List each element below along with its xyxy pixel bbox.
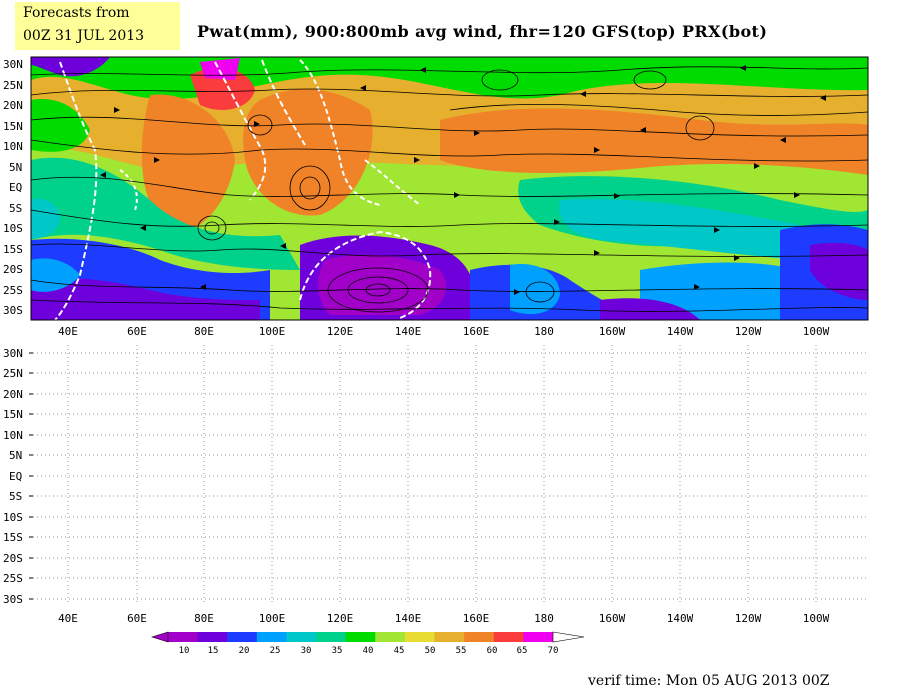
lat-label: 30N	[3, 58, 23, 71]
lat-ticks	[29, 352, 33, 600]
colorbar-swatch	[404, 632, 435, 642]
colorbar-swatch	[168, 632, 199, 642]
lon-label: 140W	[667, 612, 694, 625]
lon-label: 40E	[58, 325, 78, 338]
bottom-latitude-labels: 30N 25N 20N 15N 10N 5N EQ 5S 10S 15S 20S…	[3, 347, 23, 606]
lat-label: 30S	[3, 593, 23, 606]
colorbar-tick: 35	[332, 646, 343, 656]
colorbar-swatch	[523, 632, 554, 642]
colorbar-tick: 60	[487, 646, 498, 656]
colorbar-swatch	[464, 632, 495, 642]
colorbar-tick: 15	[208, 646, 219, 656]
colorbar-tick: 45	[394, 646, 405, 656]
lat-label: 10N	[3, 429, 23, 442]
forecast-info-box: Forecasts from 00Z 31 JUL 2013	[15, 2, 180, 50]
forecast-line-1: Forecasts from	[23, 5, 130, 21]
lat-label: 20S	[3, 552, 23, 565]
lat-label: EQ	[9, 470, 22, 483]
colorbar-min-arrow	[150, 631, 169, 643]
colorbar-swatch	[375, 632, 406, 642]
colorbar-tick: 70	[548, 646, 559, 656]
lat-label: 30S	[3, 304, 23, 317]
colorbar-tick: 30	[301, 646, 312, 656]
lat-label: 20N	[3, 388, 23, 401]
lon-label: 140E	[395, 612, 422, 625]
lon-label: 120W	[735, 612, 762, 625]
lat-label: 5N	[9, 161, 22, 174]
lat-label: 10S	[3, 222, 23, 235]
colorbar-tick: 65	[517, 646, 528, 656]
lon-label: 100E	[259, 325, 286, 338]
forecast-line-2: 00Z 31 JUL 2013	[23, 28, 145, 44]
colorbar-swatch	[434, 632, 465, 642]
lat-label: 5S	[9, 202, 22, 215]
lon-label: 160E	[463, 325, 490, 338]
lat-label: 20S	[3, 263, 23, 276]
colorbar-tick: 55	[456, 646, 467, 656]
lat-label: 10N	[3, 140, 23, 153]
map-title: Pwat(mm), 900:800mb avg wind, fhr=120 GF…	[197, 22, 768, 41]
lon-label: 160W	[599, 325, 626, 338]
lon-label: 120E	[327, 325, 354, 338]
colorbar: 10 15 20 25 30 35 40 45 50 55 60 65 70	[150, 631, 585, 656]
lon-label: 180	[534, 325, 554, 338]
lon-label: 180	[534, 612, 554, 625]
streamline-arrows	[100, 65, 826, 295]
lat-label: 15S	[3, 531, 23, 544]
gfs-pwat-panel	[31, 57, 868, 320]
colorbar-swatch	[316, 632, 347, 642]
colorbar-tick-labels: 10 15 20 25 30 35 40 45 50 55 60 65 70	[179, 646, 559, 656]
lon-label: 120E	[327, 612, 354, 625]
lat-label: 25N	[3, 79, 23, 92]
colorbar-swatch	[256, 632, 287, 642]
colorbar-swatch	[197, 632, 228, 642]
colorbar-max-arrow	[552, 631, 585, 643]
lon-label: 80E	[194, 325, 214, 338]
lat-label: 5N	[9, 449, 22, 462]
colorbar-tick: 10	[179, 646, 190, 656]
lon-label: 100W	[803, 325, 830, 338]
lat-label: 15S	[3, 243, 23, 256]
verification-time: verif time: Mon 05 AUG 2013 00Z	[588, 673, 830, 689]
lat-label: 5S	[9, 490, 22, 503]
grid-lines	[33, 345, 868, 605]
lon-label: 120W	[735, 325, 762, 338]
lon-label: 100W	[803, 612, 830, 625]
lon-label: 140E	[395, 325, 422, 338]
prx-empty-panel	[29, 345, 868, 605]
lon-label: 80E	[194, 612, 214, 625]
colorbar-swatch	[227, 632, 258, 642]
lat-label: 25S	[3, 572, 23, 585]
colorbar-tick: 50	[425, 646, 436, 656]
colorbar-tick: 20	[239, 646, 250, 656]
coastlines	[54, 59, 432, 320]
lon-label: 100E	[259, 612, 286, 625]
streamlines	[31, 66, 868, 313]
lat-label: 10S	[3, 511, 23, 524]
lat-label: 15N	[3, 408, 23, 421]
lon-label: 140W	[667, 325, 694, 338]
lat-label: 25S	[3, 284, 23, 297]
lon-label: 160W	[599, 612, 626, 625]
lat-label: 25N	[3, 367, 23, 380]
colorbar-swatch	[493, 632, 524, 642]
lat-label: EQ	[9, 181, 22, 194]
colorbar-tick: 25	[270, 646, 281, 656]
colorbar-tick: 40	[363, 646, 374, 656]
colorbar-swatch	[286, 632, 317, 642]
lat-label: 15N	[3, 120, 23, 133]
top-longitude-labels: 40E 60E 80E 100E 120E 140E 160E 180 160W…	[58, 325, 830, 338]
top-latitude-labels: 30N 25N 20N 15N 10N 5N EQ 5S 10S 15S 20S…	[3, 58, 23, 317]
colorbar-swatch	[345, 632, 376, 642]
lat-label: 20N	[3, 99, 23, 112]
lat-label: 30N	[3, 347, 23, 360]
lon-label: 160E	[463, 612, 490, 625]
lon-label: 60E	[127, 612, 147, 625]
lon-label: 40E	[58, 612, 78, 625]
bottom-longitude-labels: 40E 60E 80E 100E 120E 140E 160E 180 160W…	[58, 612, 830, 625]
colorbar-swatches	[168, 632, 554, 642]
lon-label: 60E	[127, 325, 147, 338]
